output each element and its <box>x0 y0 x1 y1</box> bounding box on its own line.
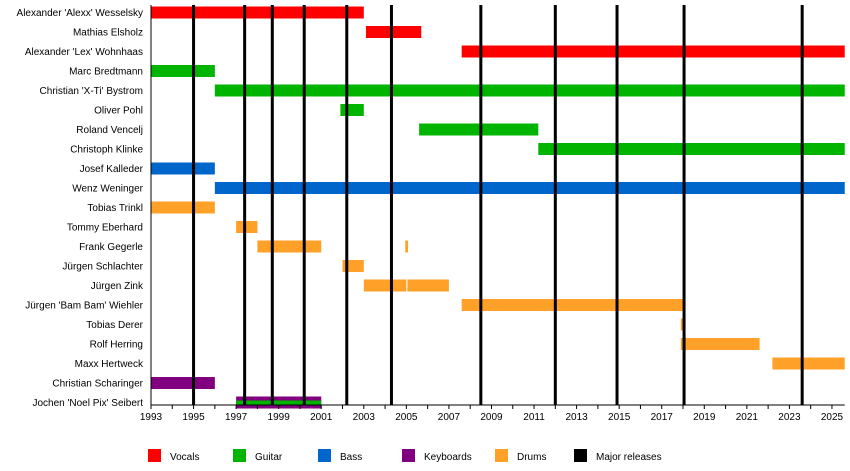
member-label: Tommy Eberhard <box>67 223 143 234</box>
bar-drums <box>772 357 845 370</box>
legend-swatch-bass <box>318 449 331 462</box>
bar-drums <box>407 279 449 292</box>
legend-label: Bass <box>340 452 362 463</box>
x-tick-label: 1993 <box>140 412 163 423</box>
bar-bass <box>214 182 845 194</box>
legend-label: Vocals <box>170 452 199 463</box>
bar-guitar <box>236 400 322 405</box>
member-label: Tobias Derer <box>86 320 143 331</box>
x-tick-label: 2011 <box>523 412 545 423</box>
x-tick-label: 2019 <box>693 412 716 423</box>
member-label: Josef Kalleder <box>80 164 144 175</box>
member-label: Christoph Klinke <box>70 145 143 156</box>
member-label: Rolf Herring <box>90 340 143 351</box>
bar-drums <box>461 299 686 311</box>
member-label: Maxx Hertweck <box>75 359 144 370</box>
bar-drums <box>363 279 407 292</box>
x-tick-label: 2013 <box>565 412 588 423</box>
member-label: Tobias Trinkl <box>87 203 143 214</box>
bar-drums <box>680 338 760 350</box>
bar-guitar <box>151 65 215 77</box>
x-tick-label: 2017 <box>651 412 674 423</box>
x-tick-label: 2001 <box>310 412 333 423</box>
bar-guitar <box>419 123 539 136</box>
x-tick-label: 1995 <box>182 412 205 423</box>
member-label: Christian Scharinger <box>52 379 143 390</box>
member-label: Wenz Weninger <box>72 184 143 195</box>
bar-drums <box>236 221 258 233</box>
bar-guitar <box>214 84 845 97</box>
x-tick-label: 2009 <box>480 412 503 423</box>
x-tick-label: 2025 <box>821 412 844 423</box>
legend-swatch-vocals <box>148 449 161 462</box>
x-tick-label: 2005 <box>395 412 418 423</box>
member-label: Jürgen 'Bam Bam' Wiehler <box>25 301 143 312</box>
bar-bass <box>151 162 215 175</box>
x-tick-label: 2021 <box>736 412 759 423</box>
legend-swatch-keyboards <box>402 449 415 462</box>
bar-drums <box>257 240 322 253</box>
bar-vocals <box>151 6 364 19</box>
member-label: Frank Gegerle <box>79 242 143 253</box>
x-tick-label: 1999 <box>268 412 291 423</box>
member-label: Jochen 'Noel Pix' Seibert <box>32 398 143 409</box>
legend-label: Guitar <box>255 452 283 463</box>
bar-drums <box>405 240 409 253</box>
member-label: Christian 'X-Ti' Bystrom <box>40 86 143 97</box>
bar-keyboards <box>151 377 215 389</box>
member-label: Marc Bredtmann <box>69 67 143 78</box>
bar-guitar <box>340 104 364 116</box>
x-tick-label: 2015 <box>608 412 631 423</box>
x-tick-label: 2007 <box>438 412 461 423</box>
member-label: Alexander 'Alexx' Wesselsky <box>17 8 143 19</box>
member-label: Roland Vencelj <box>76 125 143 136</box>
legend-label: Major releases <box>596 452 662 463</box>
legend-swatch-drums <box>495 449 508 462</box>
legend-swatch-major-releases <box>574 449 587 462</box>
legend-label: Keyboards <box>424 452 472 463</box>
x-tick-label: 1997 <box>225 412 248 423</box>
member-label: Jürgen Zink <box>91 281 144 292</box>
bar-drums <box>151 201 215 214</box>
bar-vocals <box>461 45 845 58</box>
legend-swatch-guitar <box>233 449 246 462</box>
bar-vocals <box>365 26 422 38</box>
x-tick-label: 2023 <box>778 412 801 423</box>
member-label: Mathias Elsholz <box>73 28 143 39</box>
member-label: Alexander 'Lex' Wohnhaas <box>25 47 143 58</box>
member-label: Jürgen Schlachter <box>62 262 143 273</box>
bar-guitar <box>538 143 845 155</box>
legend-label: Drums <box>517 452 546 463</box>
member-label: Oliver Pohl <box>94 106 143 117</box>
x-tick-label: 2003 <box>353 412 376 423</box>
